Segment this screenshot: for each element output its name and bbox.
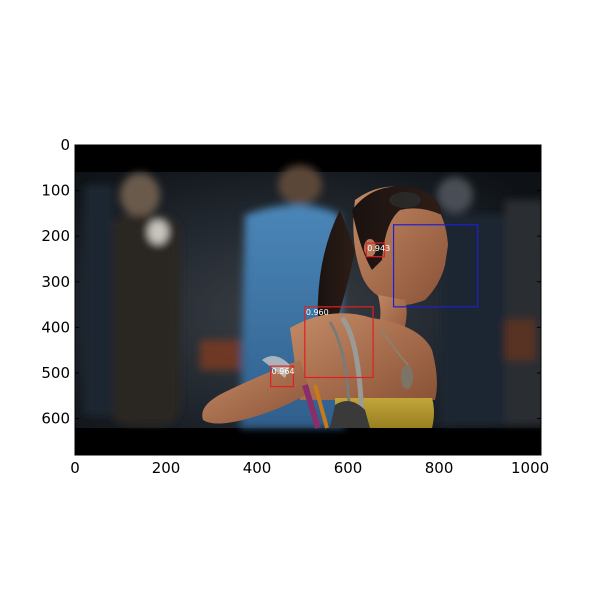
y-tick-label: 600 — [41, 410, 70, 428]
x-tick-label: 600 — [334, 459, 363, 477]
x-tick-label: 0 — [70, 459, 80, 477]
x-tick-label: 1000 — [511, 459, 549, 477]
y-tick-label: 0 — [60, 136, 70, 154]
detection-box — [392, 224, 479, 308]
y-tick-label: 200 — [41, 227, 70, 245]
y-tick-label: 400 — [41, 318, 70, 336]
x-tick-label: 200 — [152, 459, 181, 477]
y-tick-label: 500 — [41, 364, 70, 382]
axes: 0 200 400 600 800 1000 0 100 200 300 400 500 600 — [41, 136, 549, 477]
detection-box — [304, 306, 374, 379]
detection-box — [365, 242, 386, 258]
person — [202, 186, 448, 429]
detection-box — [270, 365, 295, 388]
detection-score: 0.964 — [272, 367, 295, 376]
x-tick-label: 400 — [243, 459, 272, 477]
axes-frame — [74, 144, 542, 456]
detection-score: 0.943 — [367, 244, 390, 253]
y-tick-label: 100 — [41, 182, 70, 200]
y-ticks: 0 100 200 300 400 500 600 — [41, 136, 541, 428]
y-tick-label: 300 — [41, 273, 70, 291]
photo — [75, 145, 541, 455]
x-tick-label: 800 — [425, 459, 454, 477]
background-people — [85, 165, 541, 428]
x-ticks: 0 200 400 600 800 1000 — [70, 145, 549, 477]
detections: 0.943 0.960 0.964 — [270, 224, 479, 388]
detection-score: 0.960 — [306, 308, 329, 317]
